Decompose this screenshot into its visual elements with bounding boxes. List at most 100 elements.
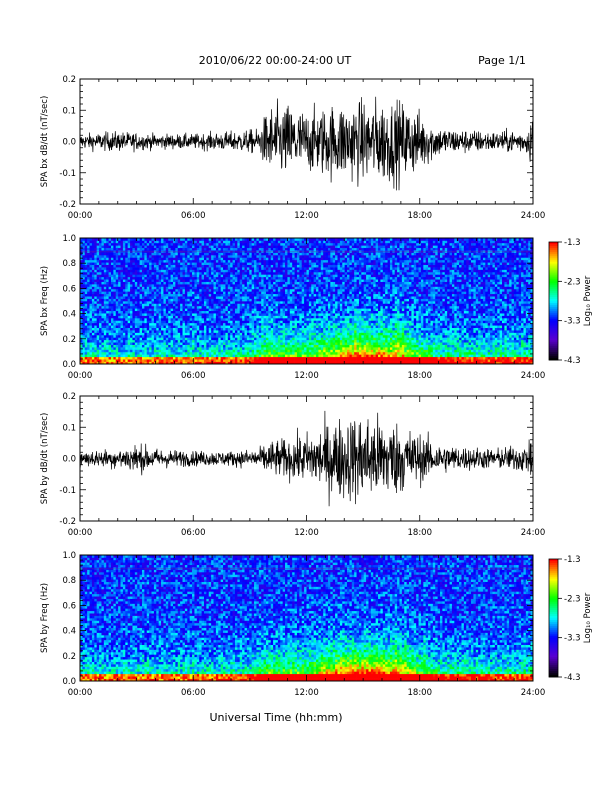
heatmap-cell: [153, 342, 157, 345]
heatmap-cell: [237, 284, 241, 287]
heatmap-cell: [289, 262, 293, 265]
heatmap-cell: [234, 305, 238, 309]
heatmap-cell: [175, 303, 179, 307]
heatmap-cell: [220, 315, 224, 319]
heatmap-cell: [213, 322, 217, 326]
heatmap-cell: [223, 334, 226, 338]
heatmap-cell: [180, 264, 183, 268]
heatmap-cell: [199, 293, 202, 297]
heatmap-cell: [194, 247, 198, 251]
heatmap-cell: [273, 257, 276, 261]
heatmap-cell: [125, 281, 129, 285]
heatmap-cell: [120, 288, 124, 292]
heatmap-cell: [182, 361, 186, 365]
heatmap-cell: [244, 262, 248, 265]
heatmap-cell: [103, 347, 107, 350]
heatmap-cell: [268, 330, 272, 333]
heatmap-cell: [251, 276, 255, 280]
heatmap-cell: [118, 303, 121, 307]
heatmap-cell: [130, 337, 133, 341]
heatmap-cell: [275, 342, 279, 345]
heatmap-cell: [168, 308, 171, 312]
heatmap-cell: [301, 330, 305, 333]
heatmap-cell: [139, 264, 143, 268]
heatmap-cell: [256, 354, 260, 358]
heatmap-cell: [239, 276, 243, 280]
heatmap-cell: [144, 279, 148, 282]
heatmap-cell: [91, 354, 95, 358]
heatmap-cell: [299, 349, 303, 353]
heatmap-cell: [115, 344, 119, 348]
heatmap-cell: [161, 359, 164, 362]
heatmap-cell: [118, 298, 121, 302]
heatmap-cell: [108, 339, 112, 343]
heatmap-cell: [206, 254, 210, 258]
heatmap-cell: [115, 332, 119, 336]
heatmap-cell: [263, 274, 267, 278]
heatmap-cell: [223, 301, 226, 304]
heatmap-cell: [101, 313, 105, 316]
heatmap-cell: [189, 342, 193, 345]
heatmap-cell: [82, 276, 86, 280]
heatmap-cell: [153, 344, 157, 348]
heatmap-cell: [125, 301, 129, 304]
heatmap-cell: [158, 305, 162, 309]
heatmap-cell: [149, 242, 152, 246]
heatmap-cell: [187, 240, 191, 244]
heatmap-cell: [220, 267, 224, 270]
heatmap-cell: [258, 247, 262, 251]
heatmap-cell: [151, 240, 155, 244]
heatmap-cell: [87, 252, 90, 256]
heatmap-cell: [256, 298, 260, 302]
heatmap-cell: [194, 315, 198, 319]
heatmap-cell: [289, 296, 293, 299]
heatmap-cell: [139, 337, 143, 341]
heatmap-cell: [282, 359, 286, 362]
heatmap-cell: [254, 322, 257, 326]
heatmap-cell: [289, 240, 293, 244]
heatmap-cell: [270, 247, 274, 251]
heatmap-cell: [246, 284, 250, 287]
heatmap-cell: [118, 262, 121, 265]
heatmap-cell: [263, 322, 267, 326]
heatmap-cell: [106, 332, 109, 336]
heatmap-cell: [215, 330, 219, 333]
heatmap-cell: [144, 271, 148, 275]
heatmap-cell: [172, 315, 176, 319]
x-tick-label: 18:00: [408, 211, 433, 221]
heatmap-cell: [120, 281, 124, 285]
heatmap-cell: [110, 288, 114, 292]
heatmap-cell: [122, 288, 126, 292]
heatmap-cell: [251, 339, 255, 343]
heatmap-cell: [137, 342, 140, 345]
heatmap-cell: [127, 351, 131, 355]
heatmap-cell: [108, 310, 112, 314]
heatmap-cell: [168, 334, 171, 338]
heatmap-cell: [94, 327, 98, 331]
heatmap-cell: [132, 320, 136, 324]
heatmap-cell: [139, 308, 143, 312]
heatmap-cell: [289, 257, 293, 261]
series-line: [80, 94, 533, 191]
heatmap-cell: [89, 322, 93, 326]
heatmap-cell: [87, 274, 90, 278]
heatmap-cell: [275, 250, 279, 253]
heatmap-cell: [82, 349, 86, 353]
heatmap-cell: [294, 349, 298, 353]
heatmap-cell: [199, 301, 202, 304]
heatmap-cell: [280, 252, 283, 256]
heatmap-cell: [299, 264, 303, 268]
heatmap-cell: [249, 259, 253, 263]
heatmap-cell: [234, 298, 238, 302]
heatmap-cell: [292, 322, 295, 326]
heatmap-cell: [137, 347, 140, 350]
heatmap-cell: [201, 325, 205, 328]
heatmap-cell: [110, 245, 114, 249]
heatmap-cell: [213, 325, 217, 328]
heatmap-cell: [239, 334, 243, 338]
heatmap-cell: [239, 269, 243, 273]
heatmap-cell: [268, 320, 272, 324]
heatmap-cell: [223, 247, 226, 251]
heatmap-cell: [225, 337, 229, 341]
heatmap-cell: [287, 347, 291, 350]
